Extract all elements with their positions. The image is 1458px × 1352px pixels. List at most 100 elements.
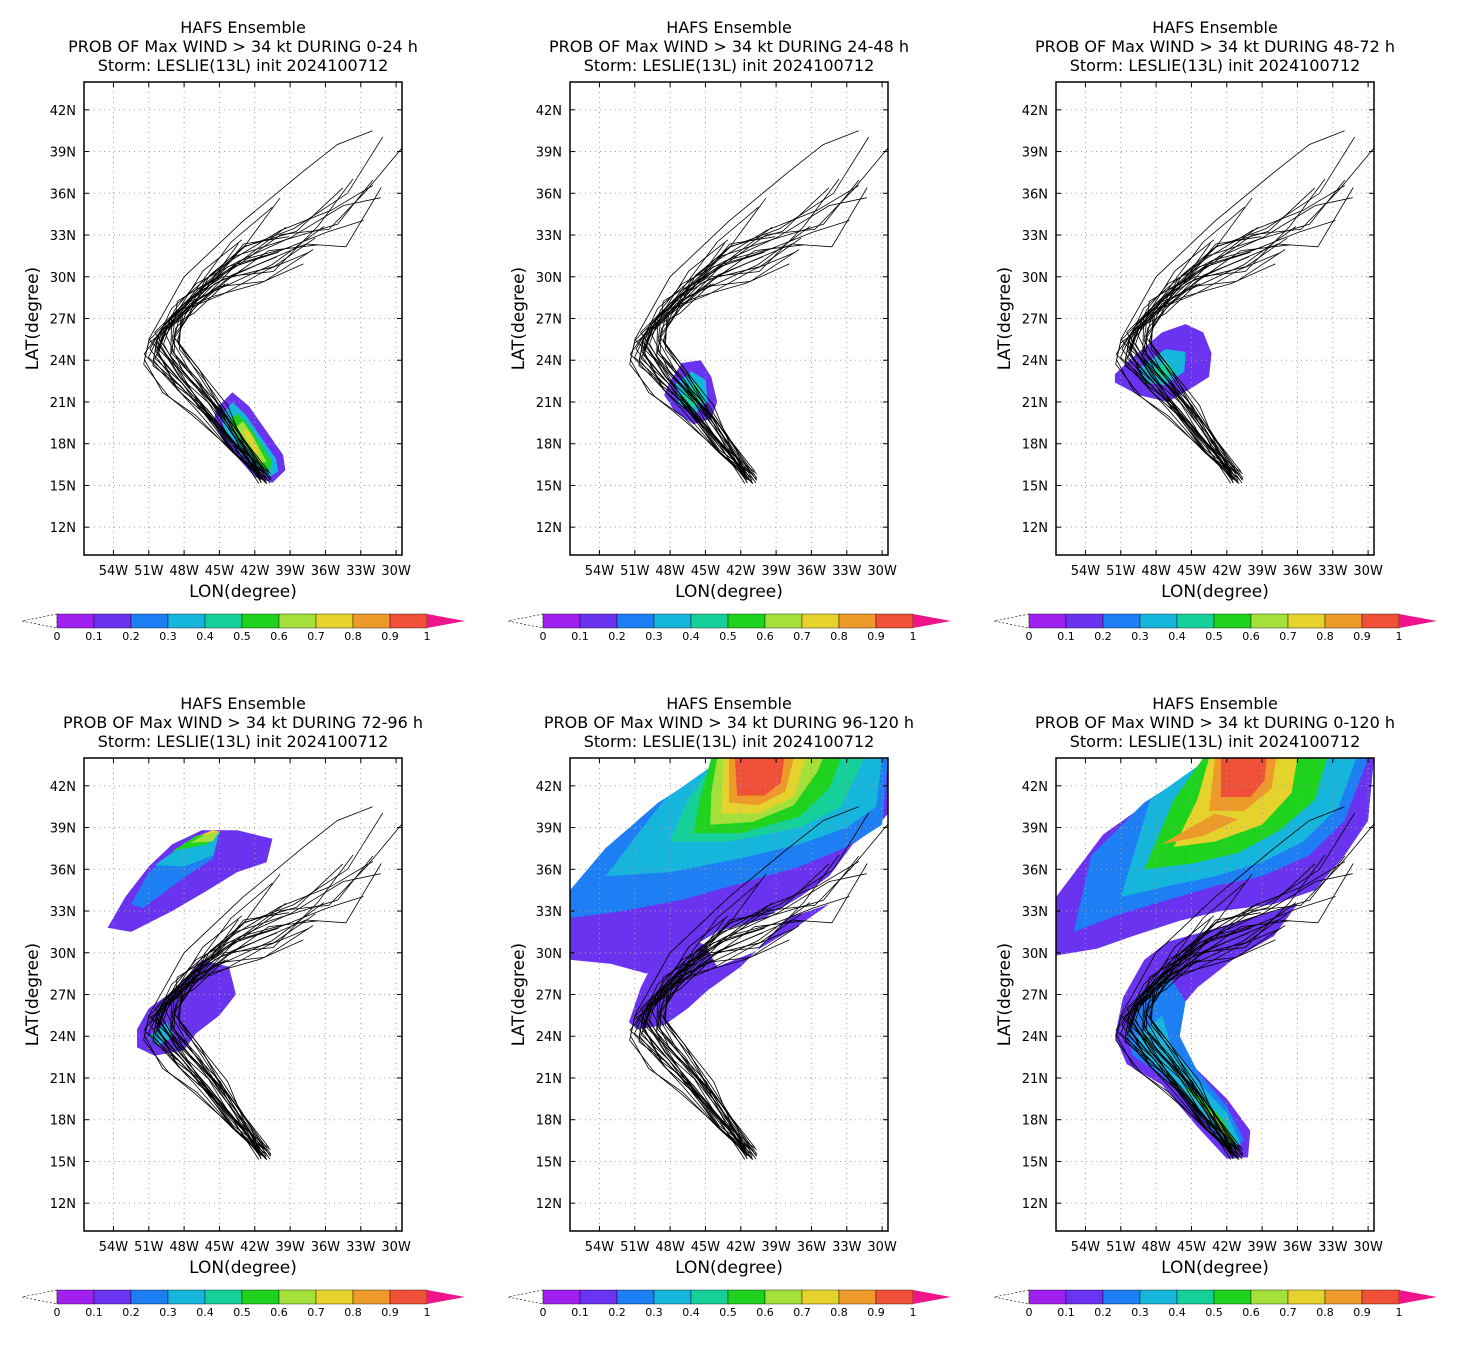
track-24	[173, 863, 344, 1151]
colorbar-tick-label: 0.7	[1279, 630, 1297, 643]
x-tick-label: 39W	[1247, 1240, 1277, 1255]
colorbar-tick-label: 0	[1026, 1306, 1033, 1319]
colorbar-tick-label: 1	[1396, 630, 1403, 643]
probability-region-10	[734, 758, 785, 796]
colorbar-over-arrow	[427, 614, 465, 628]
colorbar-tick-label: 0.6	[756, 1306, 774, 1319]
colorbar-tick-label: 0.4	[682, 1306, 700, 1319]
x-tick-label: 48W	[655, 1240, 685, 1255]
x-tick-label: 48W	[1141, 564, 1171, 579]
colorbar: 0 0.1 0.2 0.3 0.4 0.5 0.6 0.7 0.8 0.9 1	[507, 1289, 951, 1319]
y-tick-label: 39N	[1022, 146, 1048, 161]
colorbar-swatch	[241, 1289, 280, 1305]
probability-region-2	[107, 830, 273, 932]
x-tick-label: 54W	[585, 1240, 615, 1255]
panel-subtitle: PROB OF Max WIND > 34 kt DURING 48-72 h	[1035, 37, 1395, 56]
colorbar-swatch	[278, 613, 317, 629]
y-tick-label: 42N	[1022, 780, 1048, 795]
colorbar-tick-label: 0.9	[1353, 1306, 1371, 1319]
colorbar-over-arrow	[913, 1290, 951, 1304]
colorbar-swatch	[93, 1289, 132, 1305]
track-11	[178, 147, 402, 480]
colorbar-tick-label: 0.2	[1094, 630, 1112, 643]
track-25	[659, 244, 804, 484]
y-tick-label: 21N	[50, 1072, 76, 1087]
grid	[1056, 82, 1374, 555]
y-tick-label: 18N	[536, 438, 562, 453]
track-24	[173, 187, 344, 475]
track-23	[651, 915, 748, 1151]
colorbar-tick-label: 0.7	[307, 1306, 325, 1319]
y-tick-label: 33N	[536, 229, 562, 244]
y-tick-label: 18N	[1022, 1114, 1048, 1129]
probability-field	[570, 758, 888, 1030]
y-axis-label: LAT(degree)	[23, 267, 43, 370]
x-tick-label: 51W	[134, 564, 164, 579]
track-26	[634, 178, 840, 481]
x-tick-label: 42W	[726, 1240, 756, 1255]
y-tick-label: 39N	[536, 146, 562, 161]
panel-title: HAFS Ensemble	[1152, 18, 1278, 37]
colorbar-tick-label: 0.4	[1168, 1306, 1186, 1319]
colorbar-swatch	[204, 1289, 243, 1305]
x-axis-label: LON(degree)	[675, 582, 783, 602]
colorbar-swatch	[801, 613, 840, 629]
colorbar-swatch	[1028, 613, 1067, 629]
y-tick-label: 12N	[1022, 521, 1048, 536]
track-24	[659, 187, 830, 475]
colorbar-tick-label: 0	[54, 1306, 61, 1319]
colorbar: 0 0.1 0.2 0.3 0.4 0.5 0.6 0.7 0.8 0.9 1	[507, 613, 951, 643]
ensemble-tracks	[1115, 130, 1374, 484]
x-tick-label: 33W	[832, 1240, 862, 1255]
y-tick-label: 12N	[536, 1197, 562, 1212]
y-tick-label: 12N	[1022, 1197, 1048, 1212]
colorbar-tick-label: 1	[424, 630, 431, 643]
y-tick-label: 21N	[1022, 396, 1048, 411]
colorbar-swatch	[653, 613, 692, 629]
track-16	[657, 919, 748, 1159]
track-13	[645, 246, 777, 484]
colorbar-under-arrow	[21, 613, 58, 629]
x-tick-label: 36W	[797, 1240, 827, 1255]
colorbar-swatch	[579, 1289, 618, 1305]
track-28	[154, 206, 273, 472]
track-28	[154, 882, 273, 1148]
y-tick-label: 12N	[50, 521, 76, 536]
probability-region-8	[198, 830, 221, 836]
y-tick-label: 15N	[50, 479, 76, 494]
y-tick-label: 42N	[536, 780, 562, 795]
panel-subtitle: PROB OF Max WIND > 34 kt DURING 0-120 h	[1035, 713, 1395, 732]
colorbar-tick-label: 0.1	[1057, 630, 1075, 643]
grid	[84, 82, 402, 555]
probability-field	[1056, 758, 1374, 1159]
track-16	[171, 243, 262, 483]
y-tick-label: 39N	[536, 822, 562, 837]
x-tick-label: 42W	[726, 564, 756, 579]
x-axis-label: LON(degree)	[189, 582, 297, 602]
ensemble-tracks	[629, 130, 888, 484]
colorbar-swatch	[542, 1289, 581, 1305]
colorbar-under-arrow	[507, 1289, 544, 1305]
colorbar-swatch	[727, 613, 766, 629]
track-16	[657, 243, 748, 483]
colorbar-tick-label: 0.5	[233, 630, 251, 643]
colorbar-tick-label: 0	[1026, 630, 1033, 643]
colorbar-tick-label: 0.3	[1131, 630, 1149, 643]
colorbar: 0 0.1 0.2 0.3 0.4 0.5 0.6 0.7 0.8 0.9 1	[21, 1289, 465, 1319]
y-tick-label: 15N	[1022, 1155, 1048, 1170]
y-axis-label: LAT(degree)	[509, 943, 529, 1046]
y-tick-label: 33N	[1022, 229, 1048, 244]
track-23	[165, 239, 262, 475]
y-tick-label: 27N	[1022, 313, 1048, 328]
y-tick-label: 18N	[50, 438, 76, 453]
y-tick-label: 30N	[1022, 271, 1048, 286]
x-tick-label: 54W	[99, 1240, 129, 1255]
y-tick-label: 30N	[1022, 947, 1048, 962]
track-20	[638, 249, 800, 480]
colorbar-swatch	[1028, 1289, 1067, 1305]
x-tick-label: 42W	[240, 564, 270, 579]
y-tick-label: 15N	[536, 479, 562, 494]
track-27	[148, 806, 373, 1151]
x-tick-label: 33W	[1318, 564, 1348, 579]
